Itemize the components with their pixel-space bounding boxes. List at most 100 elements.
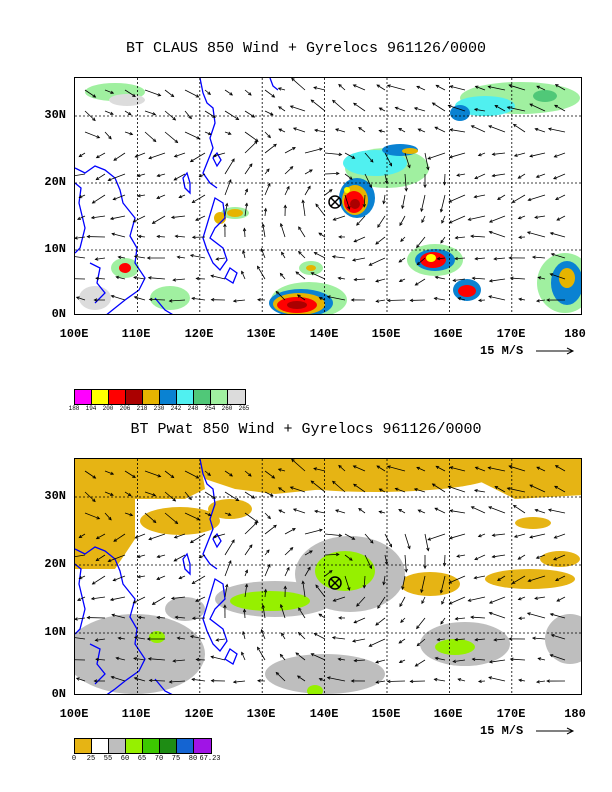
wind-vector [133, 657, 146, 661]
wind-vector [551, 253, 566, 259]
wind-vector-head [376, 84, 381, 88]
wind-vector-head [353, 102, 357, 107]
wind-vector [324, 173, 339, 175]
wind-vector-head [289, 547, 294, 551]
wind-vector-head [398, 259, 403, 263]
wind-vector-head [512, 504, 517, 509]
wind-vector-head [278, 128, 283, 132]
vector-scale-arrow [536, 727, 575, 735]
wind-vector-head [331, 255, 336, 259]
wind-vector-head [91, 200, 96, 204]
wind-vector [124, 89, 136, 97]
wind-vector [507, 106, 526, 112]
wind-vector-head [156, 173, 161, 178]
vector-scale-label: 15 M/S [480, 724, 524, 738]
wind-vector [536, 85, 546, 91]
wind-vector [416, 236, 426, 248]
wind-vector [104, 491, 114, 496]
wind-vector [449, 596, 466, 605]
lat-lon-grid [75, 78, 581, 314]
wind-vector [84, 491, 96, 502]
wind-vector-head [170, 215, 175, 219]
wind-vector-head [146, 637, 151, 641]
wind-vector [75, 236, 86, 239]
wind-vector [475, 85, 486, 91]
wind-vector-head [440, 239, 444, 244]
wind-vector-head [292, 528, 296, 532]
wind-vector-head [388, 543, 393, 548]
wind-vector-head [426, 547, 430, 552]
wind-vector [224, 110, 239, 120]
wind-vector [284, 567, 290, 577]
legend-swatch [143, 739, 160, 753]
wind-vector [297, 294, 306, 301]
wind-vector [534, 215, 546, 218]
wind-vector [376, 299, 386, 302]
wind-vector [399, 596, 406, 607]
wind-vector-head [398, 278, 403, 283]
wind-vector-head [315, 203, 319, 208]
lon-label: 140E [309, 327, 339, 341]
wind-vector [420, 194, 426, 212]
wind-vector [173, 554, 186, 562]
wind-vector-head [556, 598, 561, 602]
wind-vector [527, 231, 546, 238]
wind-vector [478, 152, 486, 156]
wind-vector [184, 89, 199, 98]
wind-vector-head [535, 174, 540, 178]
wind-vector [364, 152, 374, 163]
wind-vector [489, 659, 506, 663]
wind-vector-head [376, 465, 381, 469]
wind-vector [190, 533, 206, 543]
wind-vector-head [375, 660, 379, 664]
wind-vector [319, 678, 326, 682]
wind-vector-head [257, 265, 261, 270]
wind-vector-head [442, 181, 447, 186]
wind-vector [494, 105, 506, 112]
wind-vector [278, 87, 286, 91]
wind-vector [375, 617, 386, 626]
wind-vector-head [508, 84, 513, 88]
lat-label: 10N [44, 625, 66, 639]
wind-vector [210, 656, 226, 661]
wind-vector [113, 194, 126, 200]
lon-label: 130E [246, 327, 276, 341]
wind-vector [364, 533, 374, 544]
wind-vector-head [133, 656, 137, 661]
wind-vector [550, 654, 566, 661]
wind-vector-head [529, 154, 534, 158]
wind-vector [327, 296, 346, 301]
wind-vector [84, 89, 96, 98]
wind-vector-head [292, 508, 297, 512]
wind-vector [478, 299, 486, 301]
wind-vector-head [488, 600, 493, 604]
wind-vector [164, 110, 176, 121]
wind-vector-head [244, 202, 249, 207]
wind-vector-head [531, 255, 536, 259]
wind-vector-head [433, 296, 438, 301]
wind-vector-head [196, 517, 201, 521]
wind-vector [352, 638, 366, 642]
wind-vector [304, 186, 311, 196]
wind-vector-head [133, 635, 138, 640]
wind-vector-head [547, 127, 552, 131]
wind-vector-head [477, 679, 482, 684]
wind-vector [204, 491, 216, 499]
wind-vector-head [440, 620, 444, 625]
wind-vector-head [494, 105, 499, 109]
wind-vector-head [529, 484, 534, 488]
wind-vector [313, 87, 326, 91]
wind-vector-head [488, 230, 493, 235]
wind-vector-head [518, 297, 522, 302]
wind-vector [311, 272, 326, 280]
wind-vector [474, 194, 486, 198]
wind-vector-head [553, 557, 557, 561]
wind-vector [492, 173, 506, 177]
wind-vector [144, 110, 156, 115]
wind-vector [344, 554, 353, 561]
legend-value: 70 [154, 755, 164, 763]
wind-vector-head [407, 164, 411, 169]
wind-vector-head [368, 643, 373, 647]
wind-vector [440, 236, 446, 244]
wind-vector [492, 533, 506, 536]
